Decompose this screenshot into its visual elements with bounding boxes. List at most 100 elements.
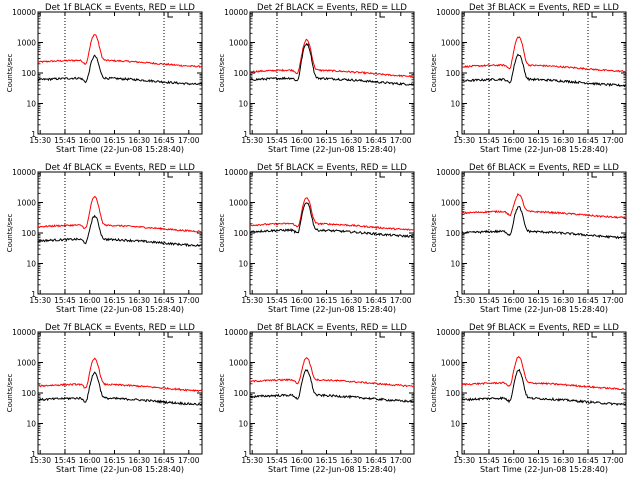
y-tick-label: 10000 (12, 168, 36, 177)
y-tick-label: 1 (455, 130, 460, 139)
x-tick-label: 15:45 (54, 136, 76, 145)
chart-panel-9: Det 9f BLACK = Events, RED = LLD Counts/s… (430, 323, 627, 474)
y-tick-label: 1000 (441, 359, 460, 368)
y-tick-label: 10 (26, 420, 36, 429)
x-tick-label: 15:30 (453, 456, 475, 465)
panel-title: Det 9f BLACK = Events, RED = LLD (469, 323, 619, 333)
chart-panel-2: Det 2f BLACK = Events, RED = LLD Counts/s… (218, 3, 415, 154)
y-tick-label: 1000 (229, 39, 248, 48)
y-tick-label: 100 (446, 389, 461, 398)
y-tick-label: 10 (450, 100, 460, 109)
x-tick-label: 16:15 (316, 296, 338, 305)
x-tick-label: 16:45 (577, 456, 599, 465)
plot-frame (37, 331, 203, 455)
panel-title: Det 3f BLACK = Events, RED = LLD (469, 3, 619, 13)
plot-frame (461, 11, 627, 135)
chart-panel-7: Det 7f BLACK = Events, RED = LLD Counts/s… (6, 323, 203, 474)
y-axis-label: Counts/sec (218, 54, 226, 93)
events-series-line (249, 42, 415, 86)
x-tick-label: 16:30 (552, 456, 574, 465)
x-tick-label: 16:00 (79, 136, 101, 145)
events-series-line (461, 205, 627, 240)
x-tick-label: 16:30 (128, 136, 150, 145)
x-tick-label: 16:30 (128, 296, 150, 305)
y-tick-label: 10000 (224, 328, 248, 337)
y-tick-label: 1 (455, 290, 460, 299)
chart-panel-3: Det 3f BLACK = Events, RED = LLD Counts/s… (430, 3, 627, 154)
x-tick-label: 16:00 (291, 456, 313, 465)
plot-frame (37, 171, 203, 295)
y-tick-label: 100 (22, 229, 37, 238)
bracket-mark (167, 172, 174, 178)
y-tick-label: 1000 (17, 359, 36, 368)
y-tick-label: 10 (450, 420, 460, 429)
y-tick-label: 100 (234, 69, 249, 78)
x-tick-label: 17:00 (602, 456, 624, 465)
lld-series-line (249, 356, 415, 388)
x-tick-label: 15:45 (54, 456, 76, 465)
y-tick-label: 100 (446, 69, 461, 78)
y-tick-label: 100 (22, 389, 37, 398)
x-tick-label: 16:15 (528, 296, 550, 305)
y-tick-label: 1000 (229, 359, 248, 368)
y-axis-label: Counts/sec (218, 374, 226, 413)
plot-frame (249, 11, 415, 135)
x-tick-label: 17:00 (390, 456, 412, 465)
y-tick-label: 1 (243, 130, 248, 139)
x-tick-label: 16:00 (291, 296, 313, 305)
y-tick-label: 10 (238, 260, 248, 269)
x-tick-label: 15:30 (241, 136, 263, 145)
y-tick-label: 1000 (17, 199, 36, 208)
y-tick-label: 10 (450, 260, 460, 269)
y-tick-label: 1 (243, 290, 248, 299)
events-series-line (249, 368, 415, 404)
y-tick-label: 1 (243, 450, 248, 459)
y-tick-label: 100 (234, 389, 249, 398)
plot-frame (461, 171, 627, 295)
plot-frame (249, 331, 415, 455)
y-axis-label: Counts/sec (6, 214, 14, 253)
x-tick-label: 16:30 (340, 456, 362, 465)
y-tick-label: 10000 (12, 328, 36, 337)
y-tick-label: 10 (238, 420, 248, 429)
y-tick-label: 10000 (12, 8, 36, 17)
y-axis-label: Counts/sec (6, 374, 14, 413)
x-tick-label: 16:45 (365, 136, 387, 145)
panel-title: Det 4f BLACK = Events, RED = LLD (45, 163, 195, 173)
x-tick-label: 15:45 (266, 456, 288, 465)
x-axis-label: Start Time (22-Jun-08 15:28:40) (268, 145, 396, 154)
events-series-line (249, 202, 415, 239)
x-tick-label: 16:15 (528, 456, 550, 465)
y-tick-label: 10000 (436, 168, 460, 177)
x-tick-label: 16:45 (365, 296, 387, 305)
x-tick-label: 16:00 (503, 136, 525, 145)
y-tick-label: 1000 (441, 199, 460, 208)
x-tick-label: 16:30 (552, 296, 574, 305)
plot-frame (37, 11, 203, 135)
panel-title: Det 8f BLACK = Events, RED = LLD (257, 323, 407, 333)
x-axis-label: Start Time (22-Jun-08 15:28:40) (480, 145, 608, 154)
y-tick-label: 10000 (436, 328, 460, 337)
x-tick-label: 16:15 (316, 136, 338, 145)
x-axis-label: Start Time (22-Jun-08 15:28:40) (480, 465, 608, 474)
x-tick-label: 16:00 (503, 296, 525, 305)
lld-series-line (461, 36, 627, 73)
events-series-line (37, 214, 203, 248)
panel-title: Det 2f BLACK = Events, RED = LLD (257, 3, 407, 13)
y-axis-label: Counts/sec (218, 214, 226, 253)
plot-frame (249, 171, 415, 295)
y-tick-label: 1 (31, 130, 36, 139)
x-tick-label: 17:00 (390, 296, 412, 305)
x-tick-label: 16:00 (79, 456, 101, 465)
bracket-mark (591, 12, 598, 18)
bracket-mark (379, 172, 386, 178)
x-tick-label: 16:00 (291, 136, 313, 145)
lld-series-line (249, 38, 415, 78)
x-tick-label: 16:45 (577, 136, 599, 145)
x-tick-label: 15:45 (266, 136, 288, 145)
lld-series-line (38, 357, 203, 393)
y-tick-label: 100 (22, 69, 37, 78)
x-tick-label: 16:15 (104, 296, 126, 305)
lld-series-line (461, 192, 627, 219)
